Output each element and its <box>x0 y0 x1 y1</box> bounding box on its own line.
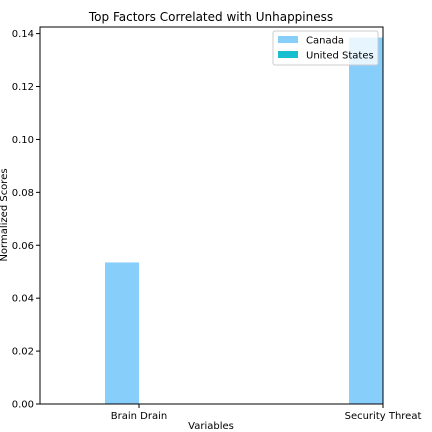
y-tick-label: 0.08 <box>12 188 34 199</box>
legend-swatch <box>278 51 298 58</box>
y-tick-label: 0.02 <box>12 347 34 358</box>
bars-layer <box>105 37 383 404</box>
bar-canada-1 <box>349 37 383 404</box>
legend: Canada United States <box>272 30 379 66</box>
x-tick-label: Security Threat <box>345 411 422 422</box>
legend-label: United States <box>306 51 374 62</box>
y-tick-label: 0.12 <box>12 82 34 93</box>
x-tick-label: Brain Drain <box>111 411 167 422</box>
bar-canada-0 <box>105 262 139 404</box>
y-axis-label: Normalized Scores <box>0 168 10 261</box>
y-tick-label: 0.00 <box>12 400 34 411</box>
x-axis: Brain Drain Security Threat <box>111 404 422 422</box>
x-axis-label: Variables <box>188 421 234 432</box>
y-tick-label: 0.10 <box>12 135 34 146</box>
y-tick-label: 0.14 <box>12 29 34 40</box>
legend-swatch <box>278 36 298 43</box>
y-tick-label: 0.04 <box>12 294 34 305</box>
plot-frame <box>39 26 384 405</box>
chart-title: Top Factors Correlated with Unhappiness <box>88 10 333 24</box>
y-axis: 0.00 0.02 0.04 0.06 0.08 0.10 0.12 0.14 <box>12 29 40 411</box>
legend-label: Canada <box>306 36 344 47</box>
legend-box <box>272 30 379 66</box>
y-tick-label: 0.06 <box>12 241 34 252</box>
